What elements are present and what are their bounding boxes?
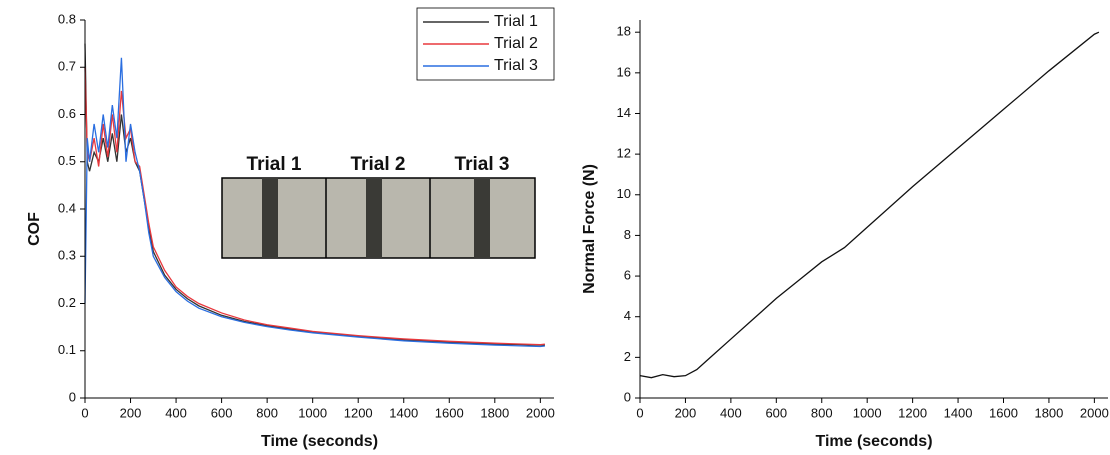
x-tick-label: 200	[120, 405, 142, 420]
x-tick-label: 1800	[480, 405, 509, 420]
wear-track	[262, 178, 278, 258]
y-axis-label: Normal Force (N)	[581, 164, 598, 294]
x-tick-label: 0	[81, 405, 88, 420]
y-tick-label: 0.5	[58, 153, 76, 168]
y-tick-label: 14	[617, 105, 631, 120]
y-tick-label: 0.2	[58, 295, 76, 310]
x-tick-label: 1800	[1034, 405, 1063, 420]
y-tick-label: 0.3	[58, 248, 76, 263]
data-line	[84, 67, 545, 346]
x-tick-label: 2000	[1080, 405, 1109, 420]
x-tick-label: 400	[165, 405, 187, 420]
x-axis-label: Time (seconds)	[261, 433, 378, 450]
x-tick-label: 400	[720, 405, 742, 420]
x-tick-label: 1400	[944, 405, 973, 420]
y-tick-label: 4	[624, 308, 631, 323]
x-tick-label: 2000	[526, 405, 555, 420]
y-tick-label: 6	[624, 268, 631, 283]
y-tick-label: 2	[624, 349, 631, 364]
x-tick-label: 600	[765, 405, 787, 420]
wear-track	[366, 178, 382, 258]
x-tick-label: 1000	[298, 405, 327, 420]
y-tick-label: 8	[624, 227, 631, 242]
x-tick-label: 600	[211, 405, 233, 420]
x-tick-label: 1600	[435, 405, 464, 420]
legend-label: Trial 1	[494, 13, 538, 30]
x-tick-label: 1400	[389, 405, 418, 420]
data-line	[84, 57, 545, 348]
y-tick-label: 16	[617, 64, 631, 79]
wear-track	[474, 178, 490, 258]
y-tick-label: 0.6	[58, 106, 76, 121]
y-tick-label: 0.7	[58, 59, 76, 74]
y-tick-label: 10	[617, 186, 631, 201]
x-tick-label: 0	[636, 405, 643, 420]
y-tick-label: 18	[617, 24, 631, 39]
x-tick-label: 200	[675, 405, 697, 420]
y-axis-label: COF	[26, 212, 43, 246]
inset-label: Trial 3	[455, 154, 510, 175]
y-tick-label: 0.4	[58, 200, 76, 215]
y-tick-label: 0	[624, 389, 631, 404]
legend-label: Trial 3	[494, 57, 538, 74]
data-line	[639, 31, 1100, 379]
x-axis-label: Time (seconds)	[815, 433, 932, 450]
x-tick-label: 800	[811, 405, 833, 420]
y-tick-label: 12	[617, 146, 631, 161]
inset-image: Trial 1 Trial 2 Trial 3	[221, 154, 536, 259]
y-tick-label: 0	[69, 389, 76, 404]
legend-label: Trial 2	[494, 35, 538, 52]
x-tick-label: 800	[256, 405, 278, 420]
inset-label: Trial 1	[247, 154, 302, 175]
inset-label: Trial 2	[351, 154, 406, 175]
y-tick-label: 0.8	[58, 11, 76, 26]
x-tick-label: 1000	[853, 405, 882, 420]
x-tick-label: 1200	[344, 405, 373, 420]
y-tick-label: 0.1	[58, 342, 76, 357]
x-tick-label: 1600	[989, 405, 1018, 420]
x-tick-label: 1200	[898, 405, 927, 420]
